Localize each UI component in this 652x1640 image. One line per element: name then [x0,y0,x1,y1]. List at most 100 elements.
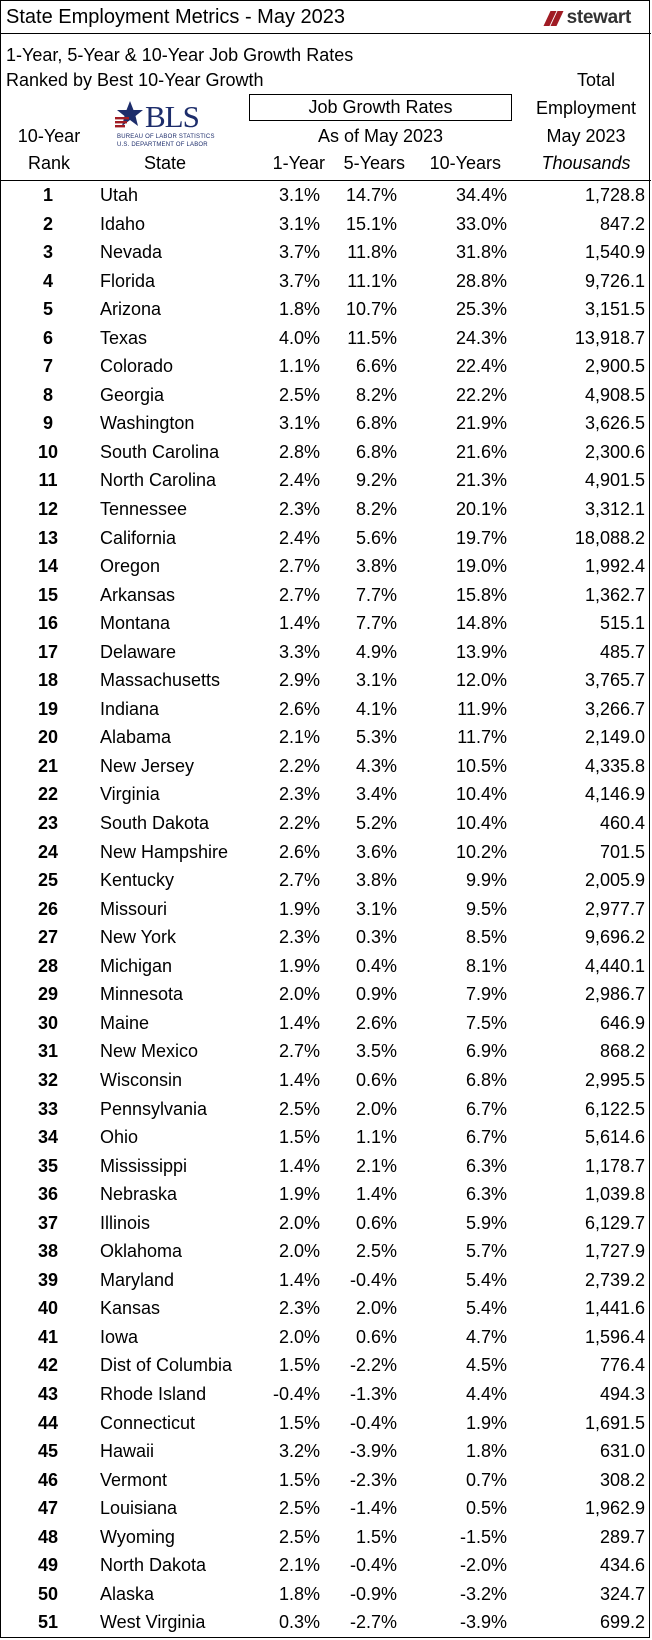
five-years-cell: 10.7% [345,299,397,320]
table-row: 44 Connecticut 1.5% -0.4% 1.9% 1,691.5 [1,1409,651,1438]
one-year-cell: 1.4% [278,1012,320,1033]
rank-cell: 32 [37,1069,59,1090]
table-row: 26 Missouri 1.9% 3.1% 9.5% 2,977.7 [1,895,651,924]
table-row: 11 North Carolina 2.4% 9.2% 21.3% 4,901.5 [1,466,651,495]
employment-cell: 4,146.9 [584,784,645,805]
ten-years-cell: 11.7% [457,727,507,748]
five-years-cell: -0.4% [349,1555,397,1576]
ten-years-cell: 21.9% [455,413,507,434]
five-years-cell: 3.1% [355,898,397,919]
table-row: 48 Wyoming 2.5% 1.5% -1.5% 289.7 [1,1523,651,1552]
table-row: 20 Alabama 2.1% 5.3% 11.7% 2,149.0 [1,723,651,752]
rank-cell: 23 [37,813,59,834]
table-row: 9 Washington 3.1% 6.8% 21.9% 3,626.5 [1,409,651,438]
table-row: 35 Mississippi 1.4% 2.1% 6.3% 1,178.7 [1,1152,651,1181]
rank-cell: 41 [37,1326,59,1347]
ten-years-cell: 21.3% [455,470,507,491]
five-years-cell: 7.7% [355,584,397,605]
state-cell: Idaho [100,213,146,234]
table-row: 37 Illinois 2.0% 0.6% 5.9% 6,129.7 [1,1209,651,1238]
subtitle-line-1: 1-Year, 5-Year & 10-Year Job Growth Rate… [6,45,354,65]
bls-logo: BLS BUREAU OF LABOR STATISTICS U.S. DEPA… [113,98,217,154]
state-cell: Wisconsin [100,1069,183,1090]
one-year-cell: 1.8% [278,1583,320,1604]
state-cell: Wyoming [100,1526,175,1547]
rank-cell: 39 [37,1269,59,1290]
rank-cell: 46 [37,1469,59,1490]
ten-years-cell: 15.8% [455,584,507,605]
state-cell: South Carolina [100,441,220,462]
rank-cell: 10 [37,441,59,462]
five-years-cell: 6.6% [355,356,397,377]
employment-cell: 2,149.0 [584,727,645,748]
one-year-cell: 3.1% [278,185,320,205]
ten-years-cell: 9.5% [465,898,507,919]
employment-cell: 701.5 [599,841,645,862]
rank-header-line-1: 10-Year [17,126,81,146]
five-years-cell: 8.2% [355,384,397,405]
table-row: 5 Arizona 1.8% 10.7% 25.3% 3,151.5 [1,295,651,324]
employment-cell: 699.2 [599,1612,645,1633]
one-year-cell: 2.4% [278,527,320,548]
table-row: 42 Dist of Columbia 1.5% -2.2% 4.5% 776.4 [1,1351,651,1380]
rank-cell: 28 [37,955,59,976]
rank-header-line-2: Rank [27,153,71,173]
table-row: 7 Colorado 1.1% 6.6% 22.4% 2,900.5 [1,352,651,381]
one-year-cell: 2.3% [278,499,320,520]
table-row: 8 Georgia 2.5% 8.2% 22.2% 4,908.5 [1,381,651,410]
employment-cell: 2,995.5 [584,1069,645,1090]
rank-cell: 2 [42,213,53,234]
employment-cell: 4,901.5 [584,470,645,491]
rank-cell: 30 [37,1012,59,1033]
state-cell: Colorado [100,356,174,377]
one-year-cell: 2.7% [278,556,320,577]
table-row: 28 Michigan 1.9% 0.4% 8.1% 4,440.1 [1,952,651,981]
title-bar: State Employment Metrics - May 2023 stew… [1,1,651,34]
five-years-cell: 5.6% [355,527,397,548]
state-cell: Minnesota [100,984,184,1005]
job-growth-rates-box: Job Growth Rates [249,94,512,121]
employment-cell: 2,900.5 [584,356,645,377]
employment-cell: 4,440.1 [584,955,645,976]
state-cell: Kentucky [100,870,175,891]
state-cell: Michigan [100,955,173,976]
state-cell: South Dakota [100,813,210,834]
ten-years-cell: 14.8% [455,613,507,634]
bls-logo-subtext-2: U.S. DEPARTMENT OF LABOR [117,142,208,148]
employment-cell: 13,918.7 [574,327,645,348]
state-cell: Louisiana [100,1498,178,1519]
rank-cell: 7 [42,356,53,377]
one-year-cell: 2.1% [278,1555,320,1576]
ten-years-column-header: 10-Years [429,153,501,173]
ten-years-cell: 28.8% [455,270,507,291]
table-row: 21 New Jersey 2.2% 4.3% 10.5% 4,335.8 [1,752,651,781]
one-year-cell: 3.1% [278,213,320,234]
table-row: 14 Oregon 2.7% 3.8% 19.0% 1,992.4 [1,552,651,581]
one-year-cell: 2.7% [278,1041,320,1062]
state-cell: Maine [100,1012,150,1033]
one-year-cell: 1.5% [278,1469,320,1490]
table-row: 18 Massachusetts 2.9% 3.1% 12.0% 3,765.7 [1,666,651,695]
one-year-cell: 1.4% [278,1155,320,1176]
subtitle-line-2: Ranked by Best 10-Year Growth [6,70,264,90]
five-years-cell: 6.8% [355,441,397,462]
ten-years-cell: 5.9% [465,1212,507,1233]
one-year-cell: 1.9% [278,955,320,976]
one-year-cell: 2.5% [278,1526,320,1547]
one-year-cell: 2.3% [278,784,320,805]
ten-years-cell: 4.7% [465,1326,507,1347]
five-years-cell: -2.3% [349,1469,397,1490]
rank-cell: 1 [42,185,53,205]
state-cell: North Carolina [100,470,217,491]
state-cell: Connecticut [100,1412,196,1433]
header-divider [1,180,651,181]
five-years-cell: -2.2% [349,1355,397,1376]
rank-cell: 6 [42,327,53,348]
ten-years-cell: 12.0% [455,670,507,691]
one-year-cell: 1.4% [278,613,320,634]
ten-years-cell: 22.2% [455,384,507,405]
five-years-cell: 2.6% [355,1012,397,1033]
table-row: 15 Arkansas 2.7% 7.7% 15.8% 1,362.7 [1,581,651,610]
one-year-cell: 2.6% [278,698,320,719]
table-row: 50 Alaska 1.8% -0.9% -3.2% 324.7 [1,1580,651,1609]
